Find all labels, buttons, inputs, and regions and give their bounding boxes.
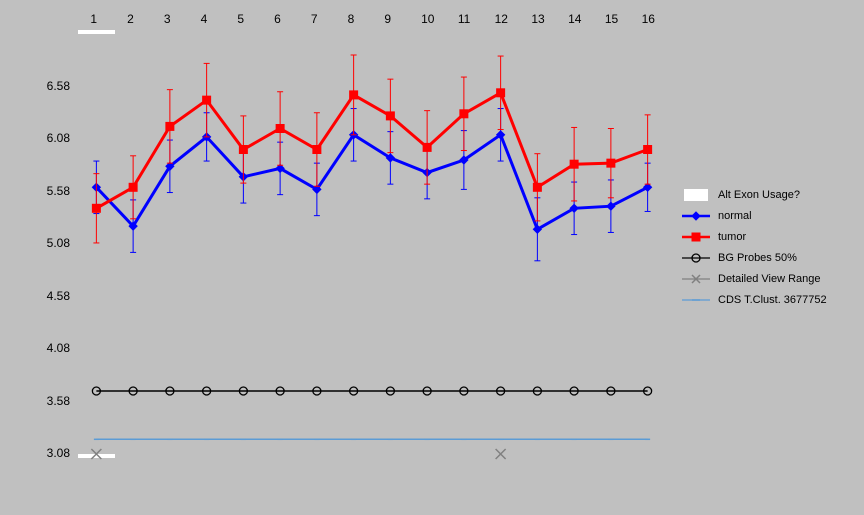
x-axis-tick-label: 11 [458,12,470,26]
legend-label: normal [718,210,752,222]
legend-item-normal: normal [680,209,827,223]
legend-label: tumor [718,231,746,243]
y-axis-tick-label: 5.58 [47,184,70,198]
legend-label: CDS T.Clust. 3677752 [718,294,827,306]
legend-label: BG Probes 50% [718,252,797,264]
x-axis-tick-label: 5 [237,12,244,26]
x-axis-tick-label: 9 [384,12,391,26]
y-axis-tick-label: 5.08 [47,236,70,250]
series-tumor [92,55,651,243]
legend-swatch-dvr [680,273,712,285]
series-detailed-view [91,449,505,459]
y-axis-tick-label: 6.58 [47,79,70,93]
legend-swatch-bg [680,252,712,264]
x-axis-tick-label: 15 [605,12,618,26]
legend-label: Alt Exon Usage? [718,189,800,201]
legend-swatch-cds [680,294,712,306]
legend-swatch-tumor [680,231,712,243]
legend-item-dvr: Detailed View Range [680,272,827,286]
legend-item-tumor: tumor [680,230,827,244]
legend-swatch-alt_exon [680,189,712,201]
x-axis-tick-label: 10 [421,12,434,26]
x-axis-tick-label: 12 [495,12,508,26]
legend-item-bg: BG Probes 50% [680,251,827,265]
y-axis-tick-label: 3.58 [47,394,70,408]
plot-svg [78,34,666,454]
legend: Alt Exon Usage? normal tumor BG Probes 50% D… [680,188,827,307]
x-axis-tick-label: 4 [201,12,208,26]
legend-swatch-normal [680,210,712,222]
y-axis-tick-label: 6.08 [47,131,70,145]
series-normal [92,109,651,261]
legend-item-cds: CDS T.Clust. 3677752 [680,293,827,307]
series-bg-probes [92,387,651,395]
y-axis-tick-label: 3.08 [47,446,70,460]
chart-root: 12345678910111213141516 3.083.584.084.58… [0,0,864,515]
x-axis-tick-label: 2 [127,12,134,26]
x-axis-tick-label: 16 [642,12,655,26]
x-axis-tick-label: 1 [90,12,97,26]
x-axis-tick-label: 13 [531,12,544,26]
legend-label: Detailed View Range [718,273,821,285]
x-axis-tick-label: 14 [568,12,581,26]
legend-item-alt_exon: Alt Exon Usage? [680,188,827,202]
x-axis-tick-label: 6 [274,12,281,26]
x-axis-tick-label: 3 [164,12,171,26]
plot-area [78,34,666,454]
x-axis-tick-label: 7 [311,12,318,26]
x-axis-tick-label: 8 [348,12,355,26]
y-axis-tick-label: 4.08 [47,341,70,355]
y-axis-tick-label: 4.58 [47,289,70,303]
